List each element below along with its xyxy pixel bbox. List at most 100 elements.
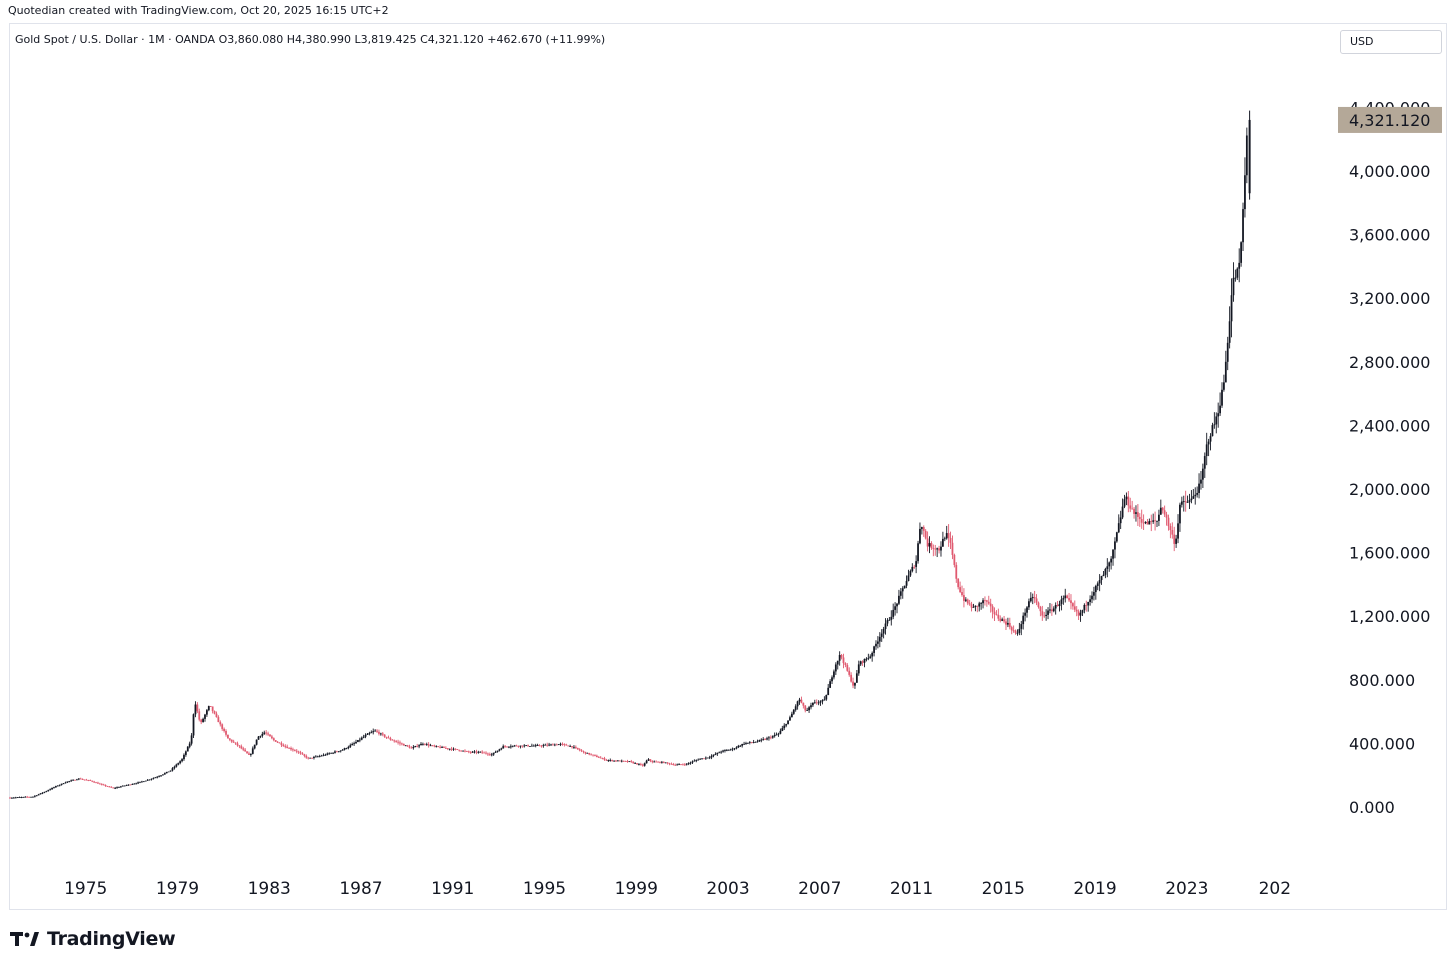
candle-body	[508, 746, 510, 748]
candle	[848, 667, 851, 677]
candle-body	[322, 754, 325, 756]
candle	[217, 715, 220, 723]
candle-body	[313, 756, 315, 759]
candle	[232, 739, 235, 743]
candle	[1064, 588, 1067, 603]
candle-body	[861, 661, 864, 663]
candle-body	[1104, 568, 1107, 575]
candle	[674, 763, 677, 766]
candle	[1125, 492, 1128, 506]
candle	[488, 752, 491, 756]
candle-body	[450, 748, 453, 750]
candle-body	[766, 738, 768, 740]
candle-body	[951, 542, 954, 555]
candle	[945, 525, 948, 540]
candle-body	[1041, 611, 1044, 616]
candle	[79, 777, 82, 780]
candle	[922, 525, 925, 537]
candle-body	[1163, 510, 1166, 515]
candle-body	[601, 758, 604, 759]
candle	[1035, 594, 1038, 606]
candle	[844, 662, 847, 668]
candle-body	[1110, 558, 1113, 563]
candle	[475, 749, 478, 755]
candle-body	[813, 702, 816, 704]
candle-body	[240, 746, 243, 749]
candle-body	[152, 778, 155, 779]
candle	[269, 734, 271, 737]
candle-body	[1064, 595, 1067, 599]
candle	[404, 745, 407, 747]
candle-body	[83, 779, 86, 781]
candle-body	[41, 792, 44, 794]
candle	[116, 786, 118, 789]
candle-body	[261, 733, 264, 736]
candle	[1006, 617, 1009, 628]
candle	[511, 745, 514, 748]
candle-body	[552, 744, 554, 746]
chart-pane[interactable]	[9, 23, 1447, 910]
candle-body	[521, 745, 524, 747]
candle	[481, 750, 484, 755]
candle-body	[1213, 424, 1216, 426]
candle-body	[1224, 361, 1227, 383]
candle	[492, 752, 495, 756]
candle	[337, 751, 340, 753]
candle-body	[280, 743, 283, 746]
candle-body	[1062, 598, 1065, 600]
candle	[682, 763, 684, 766]
candle	[871, 651, 874, 662]
candle	[802, 702, 805, 709]
candle	[508, 746, 510, 749]
candle-body	[553, 744, 556, 746]
candle-body	[819, 701, 822, 703]
candle	[595, 754, 598, 758]
candle	[1215, 412, 1218, 434]
candle	[1083, 603, 1086, 614]
candle	[209, 706, 212, 707]
candle	[850, 672, 853, 683]
candle	[940, 541, 942, 557]
candle-body	[30, 796, 32, 798]
candle-body	[488, 754, 491, 756]
candle	[498, 748, 501, 752]
candle	[374, 729, 377, 732]
candle	[880, 629, 883, 642]
candle	[51, 787, 53, 790]
candle-body	[290, 747, 292, 750]
candle-body	[940, 546, 942, 551]
candle	[1005, 618, 1007, 630]
candle-body	[60, 783, 63, 785]
candle-body	[347, 746, 350, 749]
candle-body	[534, 745, 537, 747]
candle	[144, 780, 147, 782]
candle	[1043, 611, 1046, 619]
tradingview-brand[interactable]: TradingView	[10, 928, 176, 950]
candle-body	[183, 754, 185, 760]
candle-body	[850, 674, 853, 682]
candle-body	[255, 739, 258, 745]
symbol-legend: Gold Spot / U.S. Dollar · 1M · OANDA O3,…	[15, 33, 606, 46]
candle-body	[326, 753, 329, 755]
x-tick-label: 2019	[1073, 879, 1116, 899]
candle	[68, 780, 71, 783]
candle	[1102, 571, 1105, 577]
candle-body	[945, 533, 948, 539]
candle-body	[886, 620, 889, 624]
candle	[324, 753, 327, 756]
candle-body	[1238, 262, 1241, 269]
candle-body	[790, 713, 793, 718]
candle-body	[1129, 505, 1132, 509]
x-tick-label: 1975	[64, 879, 107, 899]
candle	[33, 795, 36, 798]
candle	[47, 789, 50, 792]
candle	[840, 653, 843, 660]
candle	[219, 720, 222, 727]
candle-body	[479, 751, 482, 753]
candle	[1029, 592, 1032, 603]
candle-body	[775, 734, 778, 736]
candle-body	[838, 655, 841, 661]
currency-selector[interactable]: USD	[1340, 30, 1442, 54]
candle-body	[1010, 627, 1013, 631]
